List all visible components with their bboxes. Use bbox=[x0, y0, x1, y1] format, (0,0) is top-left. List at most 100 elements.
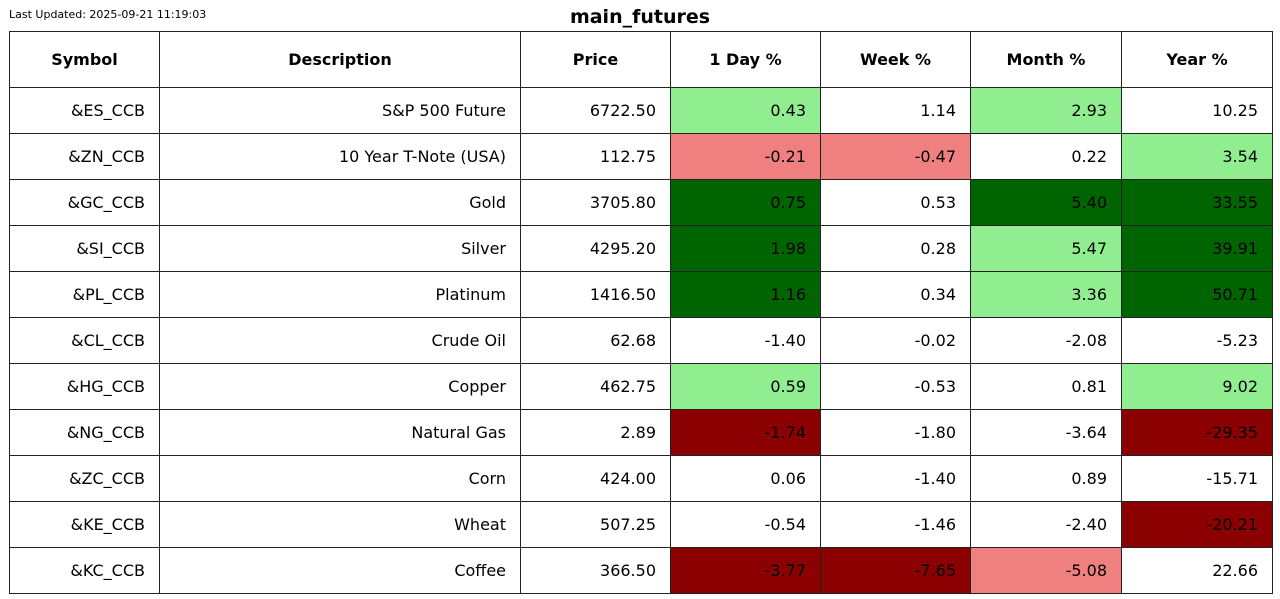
cell-year: 9.02 bbox=[1121, 363, 1273, 410]
cell-description: Copper bbox=[159, 363, 521, 410]
cell-week: 0.28 bbox=[820, 225, 971, 272]
column-header-price: Price bbox=[520, 31, 671, 88]
cell-day: -1.40 bbox=[670, 317, 821, 364]
cell-symbol: &ZN_CCB bbox=[9, 133, 160, 180]
cell-symbol: &ES_CCB bbox=[9, 87, 160, 134]
last-updated-timestamp: Last Updated: 2025-09-21 11:19:03 bbox=[9, 8, 207, 21]
table-title: main_futures bbox=[569, 6, 711, 28]
cell-month: -2.08 bbox=[970, 317, 1122, 364]
cell-day: 1.98 bbox=[670, 225, 821, 272]
cell-month: 2.93 bbox=[970, 87, 1122, 134]
cell-year: 39.91 bbox=[1121, 225, 1273, 272]
cell-week: -0.53 bbox=[820, 363, 971, 410]
header-row: Symbol Description Price 1 Day % Week % Month… bbox=[9, 31, 1273, 88]
cell-month: 0.22 bbox=[970, 133, 1122, 180]
column-header-week: Week % bbox=[820, 31, 971, 88]
cell-day: -3.77 bbox=[670, 547, 821, 594]
cell-price: 4295.20 bbox=[520, 225, 671, 272]
cell-symbol: &CL_CCB bbox=[9, 317, 160, 364]
cell-symbol: &PL_CCB bbox=[9, 271, 160, 318]
cell-symbol: &ZC_CCB bbox=[9, 455, 160, 502]
cell-price: 507.25 bbox=[520, 501, 671, 548]
cell-price: 366.50 bbox=[520, 547, 671, 594]
cell-day: 0.59 bbox=[670, 363, 821, 410]
cell-price: 3705.80 bbox=[520, 179, 671, 226]
column-header-day: 1 Day % bbox=[670, 31, 821, 88]
cell-description: Crude Oil bbox=[159, 317, 521, 364]
table-row: &ZC_CCB Corn 424.00 0.06 -1.40 0.89 -15.71 bbox=[9, 455, 1273, 502]
table-row: &PL_CCB Platinum 1416.50 1.16 0.34 3.36 50.71 bbox=[9, 271, 1273, 318]
futures-table: Symbol Description Price 1 Day % Week % Month… bbox=[9, 31, 1273, 594]
table-row: &KC_CCB Coffee 366.50 -3.77 -7.65 -5.08 22.66 bbox=[9, 547, 1273, 594]
cell-year: 3.54 bbox=[1121, 133, 1273, 180]
cell-day: 1.16 bbox=[670, 271, 821, 318]
table-row: &HG_CCB Copper 462.75 0.59 -0.53 0.81 9.02 bbox=[9, 363, 1273, 410]
cell-year: 50.71 bbox=[1121, 271, 1273, 318]
cell-symbol: &GC_CCB bbox=[9, 179, 160, 226]
cell-day: 0.75 bbox=[670, 179, 821, 226]
cell-description: Platinum bbox=[159, 271, 521, 318]
cell-day: -1.74 bbox=[670, 409, 821, 456]
cell-week: 0.34 bbox=[820, 271, 971, 318]
table-row: &ZN_CCB 10 Year T-Note (USA) 112.75 -0.21 -0… bbox=[9, 133, 1273, 180]
cell-year: -15.71 bbox=[1121, 455, 1273, 502]
cell-price: 424.00 bbox=[520, 455, 671, 502]
table-row: &NG_CCB Natural Gas 2.89 -1.74 -1.80 -3.64 -29… bbox=[9, 409, 1273, 456]
cell-month: 0.81 bbox=[970, 363, 1122, 410]
cell-price: 112.75 bbox=[520, 133, 671, 180]
cell-week: 1.14 bbox=[820, 87, 971, 134]
cell-description: Wheat bbox=[159, 501, 521, 548]
cell-week: -1.40 bbox=[820, 455, 971, 502]
column-header-month: Month % bbox=[970, 31, 1122, 88]
cell-price: 2.89 bbox=[520, 409, 671, 456]
cell-description: Gold bbox=[159, 179, 521, 226]
cell-year: 10.25 bbox=[1121, 87, 1273, 134]
cell-day: 0.43 bbox=[670, 87, 821, 134]
table-row: &CL_CCB Crude Oil 62.68 -1.40 -0.02 -2.08 -5.2… bbox=[9, 317, 1273, 364]
cell-month: -3.64 bbox=[970, 409, 1122, 456]
table-body: &ES_CCB S&P 500 Future 6722.50 0.43 1.14 2.93… bbox=[9, 87, 1273, 594]
cell-year: 22.66 bbox=[1121, 547, 1273, 594]
cell-description: Coffee bbox=[159, 547, 521, 594]
cell-description: S&P 500 Future bbox=[159, 87, 521, 134]
table-row: &GC_CCB Gold 3705.80 0.75 0.53 5.40 33.55 bbox=[9, 179, 1273, 226]
column-header-description: Description bbox=[159, 31, 521, 88]
cell-symbol: &SI_CCB bbox=[9, 225, 160, 272]
cell-week: -1.46 bbox=[820, 501, 971, 548]
column-header-year: Year % bbox=[1121, 31, 1273, 88]
cell-symbol: &KE_CCB bbox=[9, 501, 160, 548]
cell-day: -0.21 bbox=[670, 133, 821, 180]
cell-description: Corn bbox=[159, 455, 521, 502]
cell-day: -0.54 bbox=[670, 501, 821, 548]
cell-month: -2.40 bbox=[970, 501, 1122, 548]
table-row: &ES_CCB S&P 500 Future 6722.50 0.43 1.14 2.93… bbox=[9, 87, 1273, 134]
cell-price: 6722.50 bbox=[520, 87, 671, 134]
cell-day: 0.06 bbox=[670, 455, 821, 502]
cell-week: 0.53 bbox=[820, 179, 971, 226]
cell-year: -29.35 bbox=[1121, 409, 1273, 456]
cell-symbol: &HG_CCB bbox=[9, 363, 160, 410]
cell-week: -0.02 bbox=[820, 317, 971, 364]
cell-year: -20.21 bbox=[1121, 501, 1273, 548]
table-row: &SI_CCB Silver 4295.20 1.98 0.28 5.47 39.91 bbox=[9, 225, 1273, 272]
cell-week: -0.47 bbox=[820, 133, 971, 180]
table-row: &KE_CCB Wheat 507.25 -0.54 -1.46 -2.40 -20.21 bbox=[9, 501, 1273, 548]
cell-year: -5.23 bbox=[1121, 317, 1273, 364]
cell-month: 3.36 bbox=[970, 271, 1122, 318]
cell-price: 462.75 bbox=[520, 363, 671, 410]
cell-week: -7.65 bbox=[820, 547, 971, 594]
cell-month: 5.47 bbox=[970, 225, 1122, 272]
column-header-symbol: Symbol bbox=[9, 31, 160, 88]
cell-month: 0.89 bbox=[970, 455, 1122, 502]
cell-symbol: &KC_CCB bbox=[9, 547, 160, 594]
cell-week: -1.80 bbox=[820, 409, 971, 456]
cell-price: 1416.50 bbox=[520, 271, 671, 318]
cell-description: 10 Year T-Note (USA) bbox=[159, 133, 521, 180]
cell-year: 33.55 bbox=[1121, 179, 1273, 226]
cell-description: Natural Gas bbox=[159, 409, 521, 456]
cell-month: 5.40 bbox=[970, 179, 1122, 226]
cell-symbol: &NG_CCB bbox=[9, 409, 160, 456]
cell-description: Silver bbox=[159, 225, 521, 272]
cell-price: 62.68 bbox=[520, 317, 671, 364]
cell-month: -5.08 bbox=[970, 547, 1122, 594]
